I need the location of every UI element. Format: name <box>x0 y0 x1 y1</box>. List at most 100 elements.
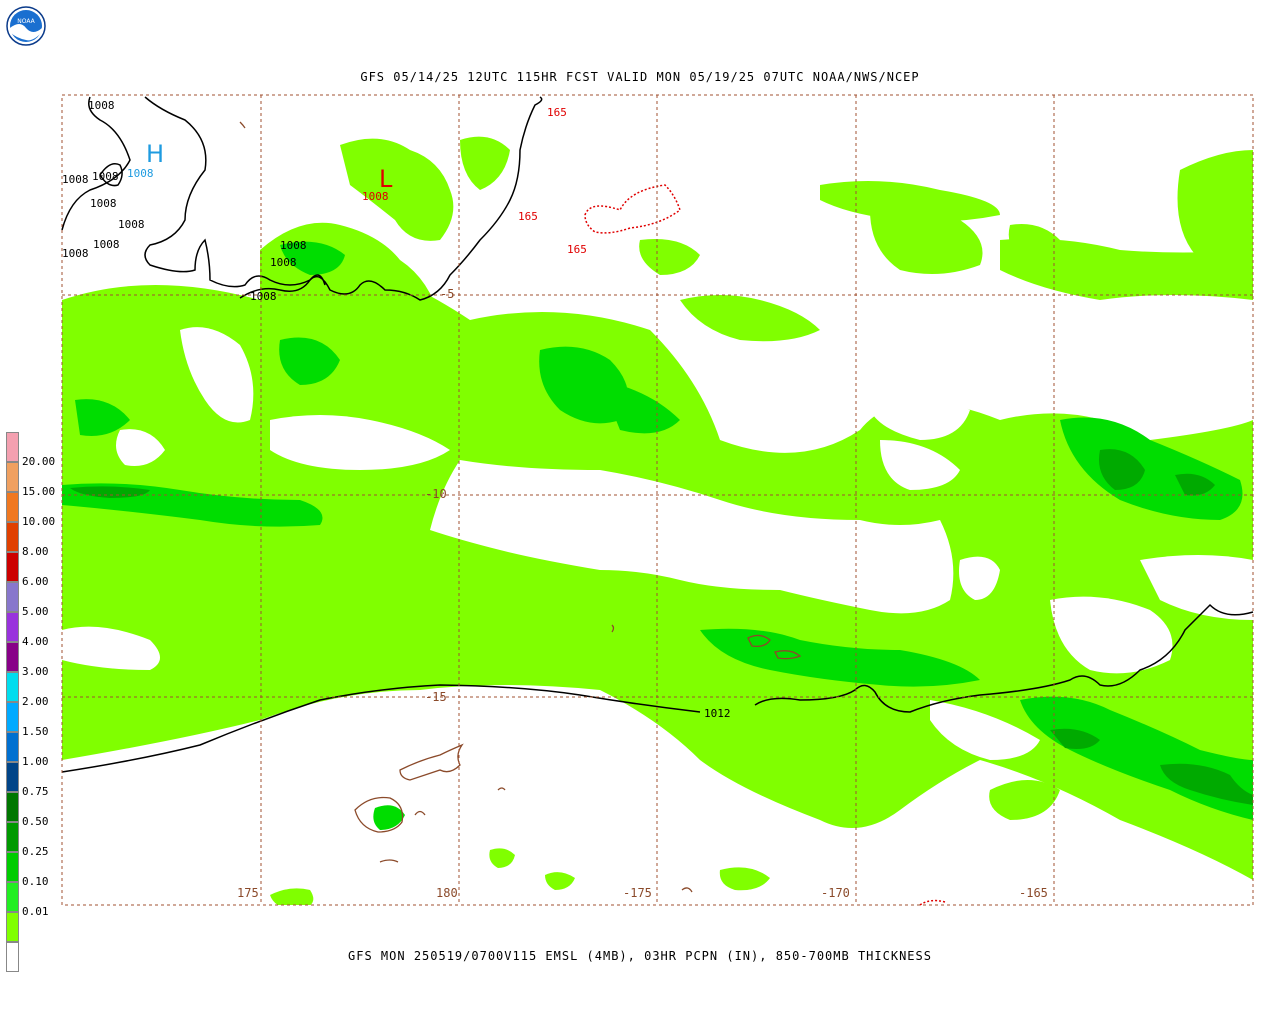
dry-gap <box>180 327 254 423</box>
legend-label: 5.00 <box>22 605 49 618</box>
dry-gap <box>62 626 160 670</box>
legend-swatch <box>6 792 19 822</box>
samoa-savaii <box>747 634 771 648</box>
samoa-upolu <box>774 650 802 660</box>
precip-area <box>460 136 510 190</box>
high-pressure-symbol: H <box>146 140 164 168</box>
isobar-1008-loop <box>99 163 123 187</box>
precip-heavy <box>1099 449 1145 490</box>
legend-label: 0.25 <box>22 845 49 858</box>
dry-gap <box>116 429 165 466</box>
legend-swatch <box>6 432 19 462</box>
precip-moderate <box>373 805 405 830</box>
legend-swatch <box>6 762 19 792</box>
legend-label: 15.00 <box>22 485 56 498</box>
isobar-label: 1008 <box>92 170 119 183</box>
precip-area <box>680 295 820 342</box>
dry-gap <box>1050 596 1173 674</box>
precip-heavy <box>1160 763 1253 805</box>
legend-label: 4.00 <box>22 635 49 648</box>
precip-area <box>870 206 983 274</box>
dry-gap <box>1148 330 1234 400</box>
precip-area <box>989 780 1060 820</box>
legend-swatch <box>6 882 19 912</box>
dry-gap <box>1140 555 1253 620</box>
precip-heavy <box>1050 728 1100 749</box>
lat-label: -10 <box>425 487 447 501</box>
precip-area <box>340 138 454 241</box>
legend-swatch <box>6 522 19 552</box>
lat-label: -15 <box>425 690 447 704</box>
isobar-label: 1008 <box>62 247 89 260</box>
thickness-label: 165 <box>547 106 567 119</box>
legend-label: 2.00 <box>22 695 49 708</box>
precip-area <box>270 888 314 905</box>
precip-area <box>639 239 700 275</box>
dry-gap <box>270 415 450 470</box>
isobar-label: 1012 <box>704 707 731 720</box>
noaa-logo: NOAA <box>6 6 46 46</box>
legend-label: 0.01 <box>22 905 49 918</box>
dry-gap <box>430 460 954 614</box>
coastlines <box>239 121 802 893</box>
legend-swatch <box>6 732 19 762</box>
isobar-label: 1008 <box>90 197 117 210</box>
legend-swatch <box>6 492 19 522</box>
dry-gap <box>930 700 1040 760</box>
thickness-label: 165 <box>567 243 587 256</box>
legend-swatch <box>6 672 19 702</box>
isobar-label: 1008 <box>62 173 89 186</box>
dry-gap <box>959 556 1000 600</box>
lon-label: 175 <box>237 886 259 900</box>
legend-swatch <box>6 702 19 732</box>
fiji-viti-levu <box>354 796 404 833</box>
isobar-label: 1008 <box>250 290 277 303</box>
legend-label: 1.50 <box>22 725 49 738</box>
low-pressure-symbol: L <box>379 165 393 193</box>
legend-label: 0.10 <box>22 875 49 888</box>
legend-swatch <box>6 852 19 882</box>
precip-moderate <box>279 337 340 385</box>
legend-label: 0.75 <box>22 785 49 798</box>
precip-area <box>545 872 575 890</box>
thickness-label: 165 <box>518 210 538 223</box>
legend-label: 3.00 <box>22 665 49 678</box>
legend-swatch <box>6 462 19 492</box>
isobar-1008-south <box>61 603 1254 773</box>
legend-label: 6.00 <box>22 575 49 588</box>
precipitation-field <box>62 136 1253 905</box>
legend-label: 8.00 <box>22 545 49 558</box>
precip-heavy <box>1175 473 1215 496</box>
legend-swatch <box>6 642 19 672</box>
precip-area <box>489 848 515 868</box>
legend-label: 20.00 <box>22 455 56 468</box>
isobar-1008-low <box>239 274 326 299</box>
dry-gap <box>1047 300 1120 400</box>
thickness-contour <box>584 184 946 906</box>
legend-swatch <box>6 942 19 972</box>
legend-label: 10.00 <box>22 515 56 528</box>
chart-title: GFS 05/14/25 12UTC 115HR FCST VALID MON … <box>360 70 920 84</box>
high-pressure-value: 1008 <box>127 167 154 180</box>
dry-gap <box>870 380 970 440</box>
isobar-label: 1008 <box>280 239 307 252</box>
isobar-1008-north <box>61 96 543 301</box>
legend-label: 1.00 <box>22 755 49 768</box>
precip-moderate <box>539 346 628 424</box>
legend-label: 0.50 <box>22 815 49 828</box>
precip-area <box>719 867 770 891</box>
dry-gap <box>880 440 960 490</box>
legend-swatch <box>6 612 19 642</box>
fiji-vanua-levu <box>399 743 464 781</box>
lat-label: -5 <box>440 287 454 301</box>
logo-text: NOAA <box>17 18 35 25</box>
isobar-label: 1008 <box>93 238 120 251</box>
precip-moderate <box>700 628 980 687</box>
precip-moderate <box>600 380 680 434</box>
legend-swatch <box>6 582 19 612</box>
legend-swatch <box>6 552 19 582</box>
lon-label: -175 <box>623 886 652 900</box>
legend-swatch <box>6 822 19 852</box>
lat-lon-grid <box>61 94 1254 906</box>
isobar-lines <box>61 96 1254 773</box>
